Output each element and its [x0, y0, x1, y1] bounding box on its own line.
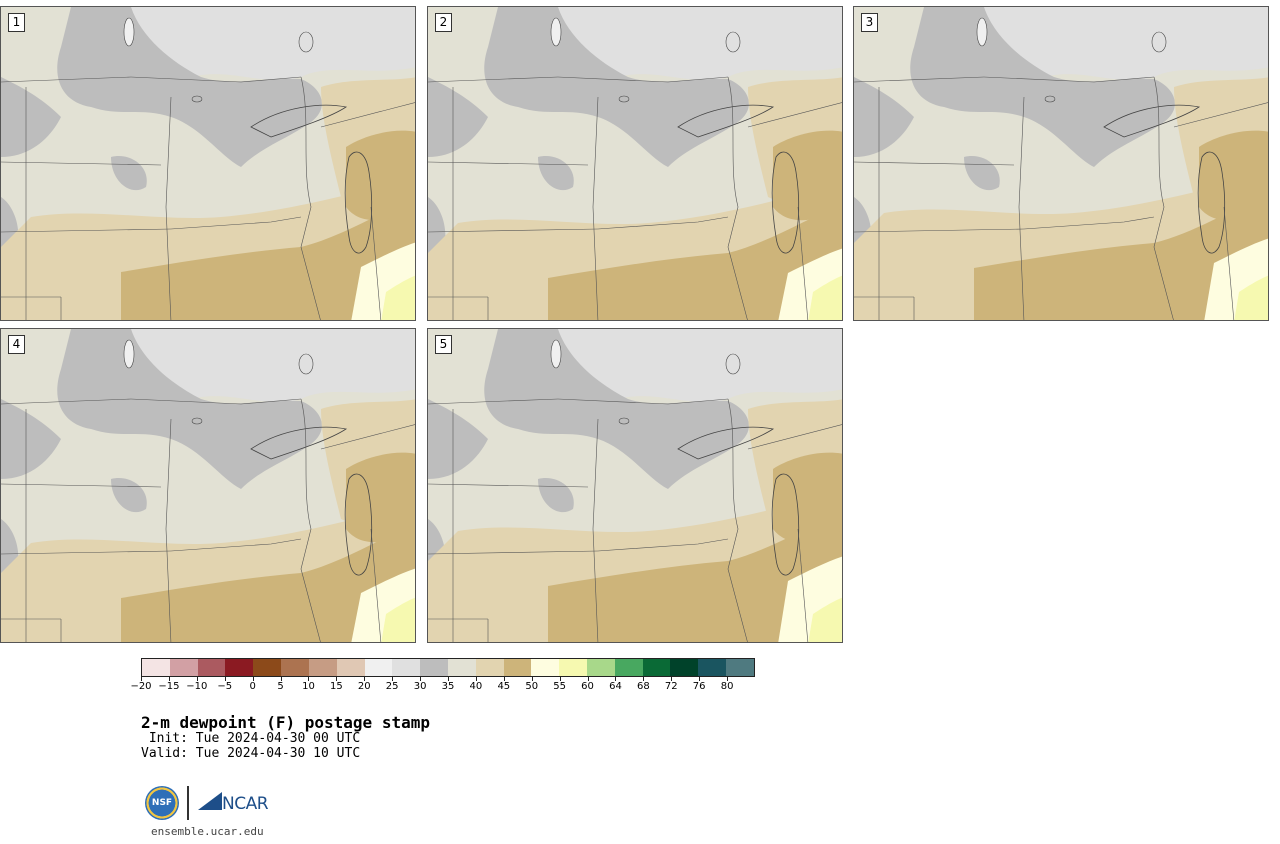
colorbar-swatch: [614, 659, 643, 676]
init-time: Init: Tue 2024-04-30 00 UTC: [141, 731, 361, 746]
sponsor-logos: NSF NCAR: [145, 786, 275, 822]
colorbar-tick-mark: [224, 677, 226, 681]
logo-divider: [187, 786, 189, 820]
colorbar-swatch: [447, 659, 476, 676]
colorbar-tick-label: 45: [497, 681, 511, 692]
colorbar-tick-label: −20: [130, 681, 152, 692]
colorbar-tick-label: 20: [357, 681, 371, 692]
colorbar-tick-label: 80: [720, 681, 734, 692]
dewpoint-map-3: [854, 7, 1268, 320]
panel-number-label: 5: [435, 335, 452, 354]
colorbar-swatch: [475, 659, 504, 676]
colorbar-swatch: [225, 659, 254, 676]
colorbar-tick-mark: [671, 677, 673, 681]
colorbar-swatch: [169, 659, 198, 676]
postage-stamp-panel-1: 1: [0, 6, 416, 321]
panel-number-label: 4: [8, 335, 25, 354]
colorbar-tick-label: 50: [525, 681, 539, 692]
colorbar-swatch: [281, 659, 309, 676]
colorbar-tick-mark: [615, 677, 617, 681]
panel-number-label: 2: [435, 13, 452, 32]
colorbar-tick-mark: [475, 677, 477, 681]
ncar-logo: NCAR: [222, 794, 269, 814]
colorbar-tick-mark: [699, 677, 701, 681]
colorbar-tick-label: −10: [186, 681, 208, 692]
colorbar-tick-mark: [336, 677, 338, 681]
postage-stamp-panel-4: 4: [0, 328, 416, 643]
colorbar-tick-mark: [280, 677, 282, 681]
colorbar-tick-mark: [448, 677, 449, 681]
panel-number-label: 3: [861, 13, 878, 32]
plot-title: 2-m dewpoint (F) postage stamp: [141, 713, 430, 732]
dewpoint-map-2: [428, 7, 842, 320]
panel-number-label: 1: [8, 13, 25, 32]
colorbar-swatch: [364, 659, 393, 676]
colorbar-tick-label: 55: [553, 681, 566, 692]
postage-stamp-panel-5: 5: [427, 328, 843, 643]
postage-stamp-panel-3: 3: [853, 6, 1269, 321]
colorbar-tick-mark: [168, 677, 170, 681]
dewpoint-map-4: [1, 329, 415, 642]
colorbar-swatch: [503, 659, 532, 676]
colorbar-swatch: [559, 659, 587, 676]
colorbar-swatch: [142, 659, 170, 676]
dewpoint-colorbar: [141, 658, 755, 677]
ncar-logo-mark-icon: [198, 792, 222, 810]
colorbar-swatch: [336, 659, 365, 676]
colorbar-swatch: [587, 659, 615, 676]
website-link[interactable]: ensemble.ucar.edu: [151, 825, 264, 838]
colorbar-tick-mark: [727, 677, 729, 681]
colorbar-tick-label: 35: [441, 681, 455, 692]
colorbar-tick-mark: [196, 677, 198, 681]
colorbar-tick-mark: [252, 677, 254, 681]
colorbar-tick-mark: [420, 677, 422, 681]
valid-time: Valid: Tue 2024-04-30 10 UTC: [141, 746, 361, 761]
colorbar-tick-label: 30: [413, 681, 427, 692]
colorbar-tick-mark: [643, 677, 645, 681]
nsf-logo: NSF: [145, 786, 179, 820]
colorbar-tick-label: 40: [469, 681, 483, 692]
colorbar-tick-label: 5: [277, 681, 284, 692]
colorbar-swatch: [726, 659, 754, 676]
colorbar-swatch: [642, 659, 671, 676]
colorbar-tick-label: 15: [329, 681, 343, 692]
postage-stamp-panel-2: 2: [427, 6, 843, 321]
colorbar-tick-mark: [308, 677, 310, 681]
colorbar-tick-mark: [141, 677, 142, 681]
colorbar-tick-label: 72: [664, 681, 678, 692]
colorbar-swatch: [392, 659, 421, 676]
colorbar-tick-label: 25: [385, 681, 399, 692]
colorbar-tick-mark: [559, 677, 561, 681]
colorbar-tick-label: −5: [217, 681, 233, 692]
colorbar-tick-label: 68: [636, 681, 650, 692]
colorbar-tick-label: −15: [158, 681, 180, 692]
colorbar-swatch: [670, 659, 699, 676]
colorbar-swatch: [420, 659, 448, 676]
colorbar-swatch: [308, 659, 337, 676]
colorbar-swatch: [197, 659, 226, 676]
colorbar-swatch: [698, 659, 727, 676]
colorbar-swatch: [253, 659, 282, 676]
colorbar-tick-label: 0: [249, 681, 256, 692]
colorbar-tick-label: 60: [581, 681, 594, 692]
colorbar-tick-mark: [364, 677, 366, 681]
colorbar-tick-mark: [587, 677, 589, 681]
colorbar-tick-labels: −20 −15 −10 −5 0 5 10 15 20 25 30 35 40 45 50 55 60 64 68 7…: [130, 677, 755, 695]
dewpoint-map-1: [1, 7, 415, 320]
dewpoint-map-5: [428, 329, 842, 642]
colorbar-tick-label: 76: [692, 681, 706, 692]
colorbar-tick-mark: [531, 677, 533, 681]
colorbar-tick-mark: [392, 677, 394, 681]
colorbar-swatch: [531, 659, 560, 676]
colorbar-tick-mark: [503, 677, 505, 681]
colorbar-tick-label: 64: [609, 681, 622, 692]
colorbar-tick-label: 10: [302, 681, 315, 692]
